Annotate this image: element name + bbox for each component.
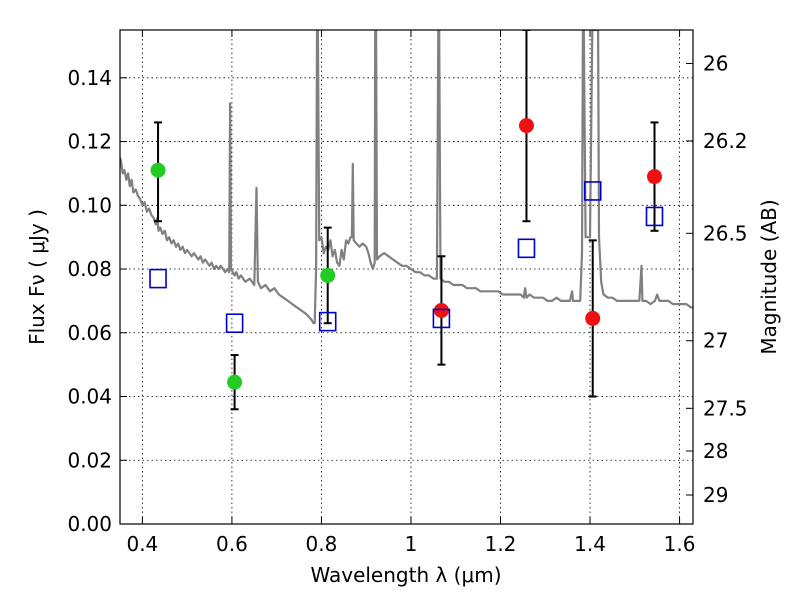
x-tick-label: 1 <box>405 532 418 556</box>
model-photometry-point <box>432 308 451 329</box>
model-photometry-point <box>318 311 337 332</box>
green-detections-point <box>320 267 336 283</box>
x-tick-label: 1.4 <box>574 532 606 556</box>
green-detections-point <box>227 374 243 390</box>
plot-area <box>120 30 693 411</box>
x-tick-label: 1.6 <box>664 532 696 556</box>
red-detections-point <box>647 169 663 185</box>
y2-tick-label: 27.5 <box>703 396 748 420</box>
model-photometry-point <box>225 313 244 334</box>
y2-tick-label: 29 <box>703 483 728 507</box>
y2-axis-title: Magnitude (AB) <box>757 199 781 354</box>
red-detections-point <box>585 310 601 326</box>
y2-tick-label: 26.5 <box>703 221 748 245</box>
y-axis-title: Flux Fν ( μJy ) <box>25 209 49 345</box>
plot-frame <box>119 29 694 525</box>
model-photometry-point <box>149 268 167 289</box>
y-tick-label: 0.08 <box>67 257 112 281</box>
red-detections-point <box>518 118 534 134</box>
x-tick-label: 1.2 <box>485 532 517 556</box>
y2-tick-label: 28 <box>703 439 728 463</box>
red-detections-point <box>433 302 449 318</box>
model-photometry-point <box>645 206 664 227</box>
y-tick-label: 0.02 <box>67 448 112 472</box>
model-photometry-point <box>517 238 536 259</box>
y-tick-label: 0.12 <box>67 130 112 154</box>
y-tick-label: 0.00 <box>67 512 112 536</box>
axis-ticks: 0.4 0.6 0.8 1 1.2 1.4 1.6 0.00 0.02 0.04 0.06 0.08 0… <box>67 30 748 556</box>
y-tick-label: 0.06 <box>67 321 112 345</box>
x-axis-title: Wavelength λ (μm) <box>310 563 501 587</box>
x-tick-label: 0.8 <box>306 532 338 556</box>
model-photometry-point <box>583 181 602 201</box>
y2-tick-label: 27 <box>703 329 728 353</box>
y-tick-label: 0.10 <box>67 193 112 217</box>
y2-tick-label: 26 <box>703 51 728 75</box>
green-detections-point <box>150 162 166 178</box>
y-tick-label: 0.04 <box>67 385 112 409</box>
y2-tick-label: 26.2 <box>703 129 748 153</box>
y-tick-label: 0.14 <box>67 66 112 90</box>
x-tick-label: 0.6 <box>216 532 248 556</box>
x-tick-label: 0.4 <box>126 532 158 556</box>
model-sed-line <box>120 30 693 325</box>
